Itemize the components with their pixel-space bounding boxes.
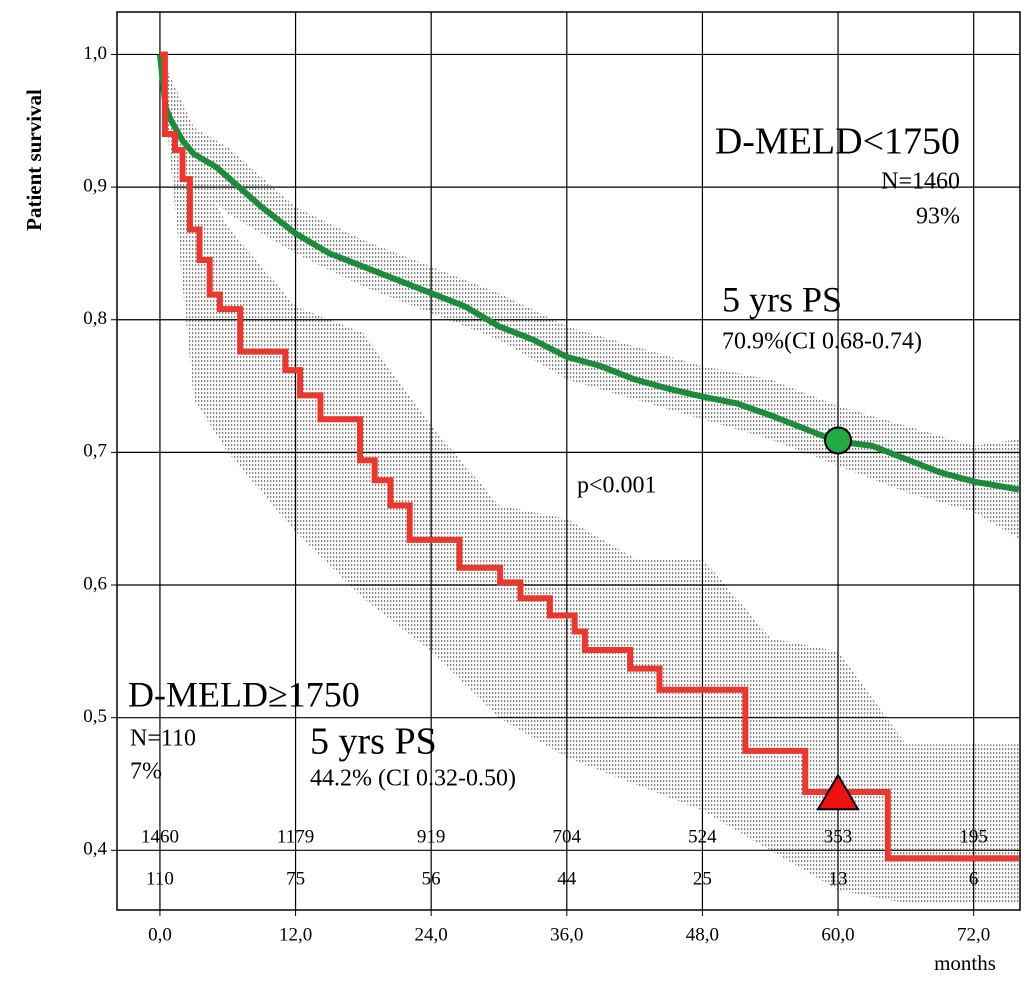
annotation: 70.9%(CI 0.68-0.74) <box>722 329 922 355</box>
annotation: p<0.001 <box>577 473 657 499</box>
marker-triangle <box>816 773 860 811</box>
annotation: D-MELD<1750 <box>715 121 960 163</box>
annotation: 44.2% (CI 0.32-0.50) <box>310 766 516 792</box>
x-tick-label: 48,0 <box>686 924 719 945</box>
annotation: 5 yrs PS <box>310 721 437 763</box>
confidence-band <box>159 54 1019 539</box>
x-tick-label: 60,0 <box>821 924 854 945</box>
x-tick-label: 36,0 <box>550 924 583 945</box>
annotation: N=1460 <box>881 169 960 195</box>
annotation: D-MELD≥1750 <box>128 674 360 714</box>
y-tick-label: 0,4 <box>83 839 107 860</box>
survival-curve <box>159 51 1019 862</box>
x-axis-label: months <box>934 951 996 975</box>
y-tick-label: 0,5 <box>83 706 107 727</box>
at-risk-count: 6 <box>969 868 979 889</box>
x-tick-label: 12,0 <box>279 924 312 945</box>
confidence-band <box>159 54 1019 904</box>
at-risk-count: 110 <box>146 868 174 889</box>
at-risk-count: 1460 <box>141 826 179 847</box>
at-risk-count: 524 <box>688 826 717 847</box>
plot-frame <box>116 11 1021 911</box>
y-tick-label: 0,6 <box>83 573 107 594</box>
at-risk-count: 1179 <box>277 826 314 847</box>
marker-circle <box>824 426 853 455</box>
at-risk-count: 353 <box>824 826 853 847</box>
y-tick-label: 0,8 <box>83 308 107 329</box>
at-risk-count: 75 <box>286 868 305 889</box>
annotation: 93% <box>916 204 960 230</box>
y-tick-label: 0,9 <box>83 175 107 196</box>
y-tick-label: 0,7 <box>83 441 107 462</box>
x-tick-label: 24,0 <box>415 924 448 945</box>
x-tick-label: 72,0 <box>957 924 990 945</box>
y-tick-label: 1,0 <box>83 43 107 64</box>
annotation: N=110 <box>130 726 196 752</box>
x-tick-label: 0,0 <box>148 924 172 945</box>
at-risk-count: 25 <box>693 868 712 889</box>
annotation: 7% <box>130 759 162 785</box>
at-risk-count: 704 <box>553 826 582 847</box>
at-risk-count: 919 <box>417 826 446 847</box>
y-axis-label: Patient survival <box>22 89 46 231</box>
annotation: 5 yrs PS <box>722 279 842 319</box>
at-risk-count: 13 <box>829 868 848 889</box>
at-risk-count: 44 <box>557 868 577 889</box>
at-risk-count: 56 <box>422 868 441 889</box>
at-risk-count: 195 <box>959 826 988 847</box>
